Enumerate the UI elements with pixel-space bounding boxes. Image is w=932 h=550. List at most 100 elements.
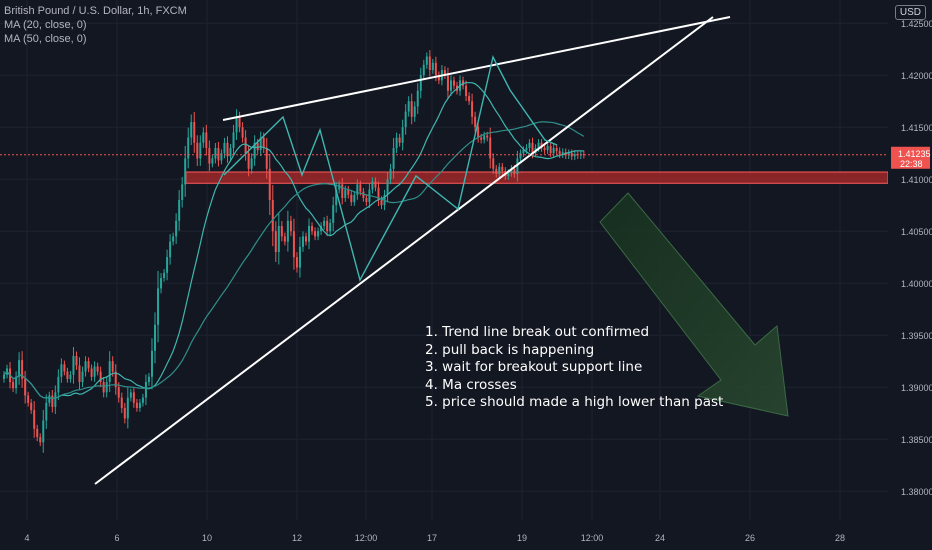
candle-body [323,220,326,226]
time-tick-label: 4 [24,533,29,543]
candle-body [386,179,389,195]
candle-body [93,366,96,377]
lower-support-line [94,16,714,485]
candle-body [338,184,341,190]
time-axis[interactable]: 4 6 10 12 12:00 17 19 12:00 24 26 28 [0,520,888,550]
candle-body [380,200,383,206]
time-tick-label: 10 [202,533,212,543]
candle-body [259,137,262,151]
candle-body [208,148,211,164]
candle-body [443,70,446,76]
candle-body [555,148,558,152]
candle-body [525,148,528,151]
candle-body [401,127,404,143]
candle-body [546,145,549,151]
symbol-title[interactable]: British Pound / U.S. Dollar, 1h, FXCM [4,5,187,17]
price-tick-label: 1.42500 [901,19,932,29]
note-5: 5. price should made a high lower than p… [425,394,724,410]
candle-body [193,122,196,143]
wave-pattern-line [223,54,558,282]
candle-body [108,361,111,382]
candle-body [474,116,477,128]
candle-body [232,132,235,148]
candle-body [181,184,184,200]
candle-body [543,148,546,151]
candle-body [452,80,455,86]
candle-body [144,382,147,398]
candle-body [305,236,307,242]
ma50-legend[interactable]: MA (50, close, 0) [4,33,87,45]
ma20-line [3,82,584,399]
candle-body [99,371,102,382]
candle-body [187,137,190,159]
candle-body [289,220,292,232]
candle-body [241,127,244,138]
candle-body [21,360,24,379]
candle-body [582,154,585,156]
candle-body [154,324,156,351]
candle-body [78,365,81,382]
candle-body [72,356,75,375]
candle-body [283,236,286,242]
ma20-legend[interactable]: MA (20, close, 0) [4,19,87,31]
candle-body [422,64,425,76]
candle-body [531,142,534,154]
time-tick-label: 12 [292,533,302,543]
candle-body [326,220,329,232]
candle-body [449,80,452,91]
note-1: 1. Trend line break out confirmed [425,324,650,340]
candle-body [226,142,229,157]
candle-body [45,402,48,421]
candle-body [392,148,395,169]
price-tick-label: 1.42000 [901,71,932,81]
candle-body [57,376,60,393]
price-tick-label: 1.38500 [901,435,932,445]
candle-body [407,101,410,112]
currency-button[interactable]: USD [894,5,926,20]
candle-body [446,75,449,91]
price-tick-label: 1.38000 [901,487,932,497]
candle-body [359,184,362,192]
candle-body [223,142,226,154]
last-price-tag [891,146,930,169]
candle-body [141,397,144,403]
countdown-label: 22:38 [900,159,923,169]
time-tick-label: 24 [655,533,665,543]
candle-body [492,158,495,169]
candle-body [350,194,353,203]
candle-body [510,168,513,173]
candle-body [42,420,45,443]
candle-body [356,184,359,195]
candle-body [353,194,356,203]
candle-body [135,402,138,408]
candle-body [498,166,501,174]
candle-body [211,158,214,164]
candle-body [398,137,401,143]
candle-body [30,402,33,411]
candle-body [238,116,241,128]
candle-body [66,371,69,379]
note-4: 4. Ma crosses [425,376,517,393]
candle-body [552,148,555,154]
time-axis-bg [0,520,888,550]
candle-body [347,189,350,195]
candle-body [60,364,63,377]
candle-body [54,392,57,407]
candle-body [301,236,304,247]
candle-body [341,184,344,198]
candle-body [3,374,5,379]
candle-body [84,361,87,372]
candle-body [404,111,407,128]
price-tick-label: 1.41500 [901,123,932,133]
candle-body [489,137,492,159]
candle-body [217,148,220,161]
candle-body [371,181,374,190]
upper-trend-line [222,16,731,121]
note-2: 2. pull back is happening [425,341,595,358]
candle-body [214,148,217,159]
candle-body [33,410,36,429]
candle-body [123,408,126,419]
candle-body [169,241,172,258]
